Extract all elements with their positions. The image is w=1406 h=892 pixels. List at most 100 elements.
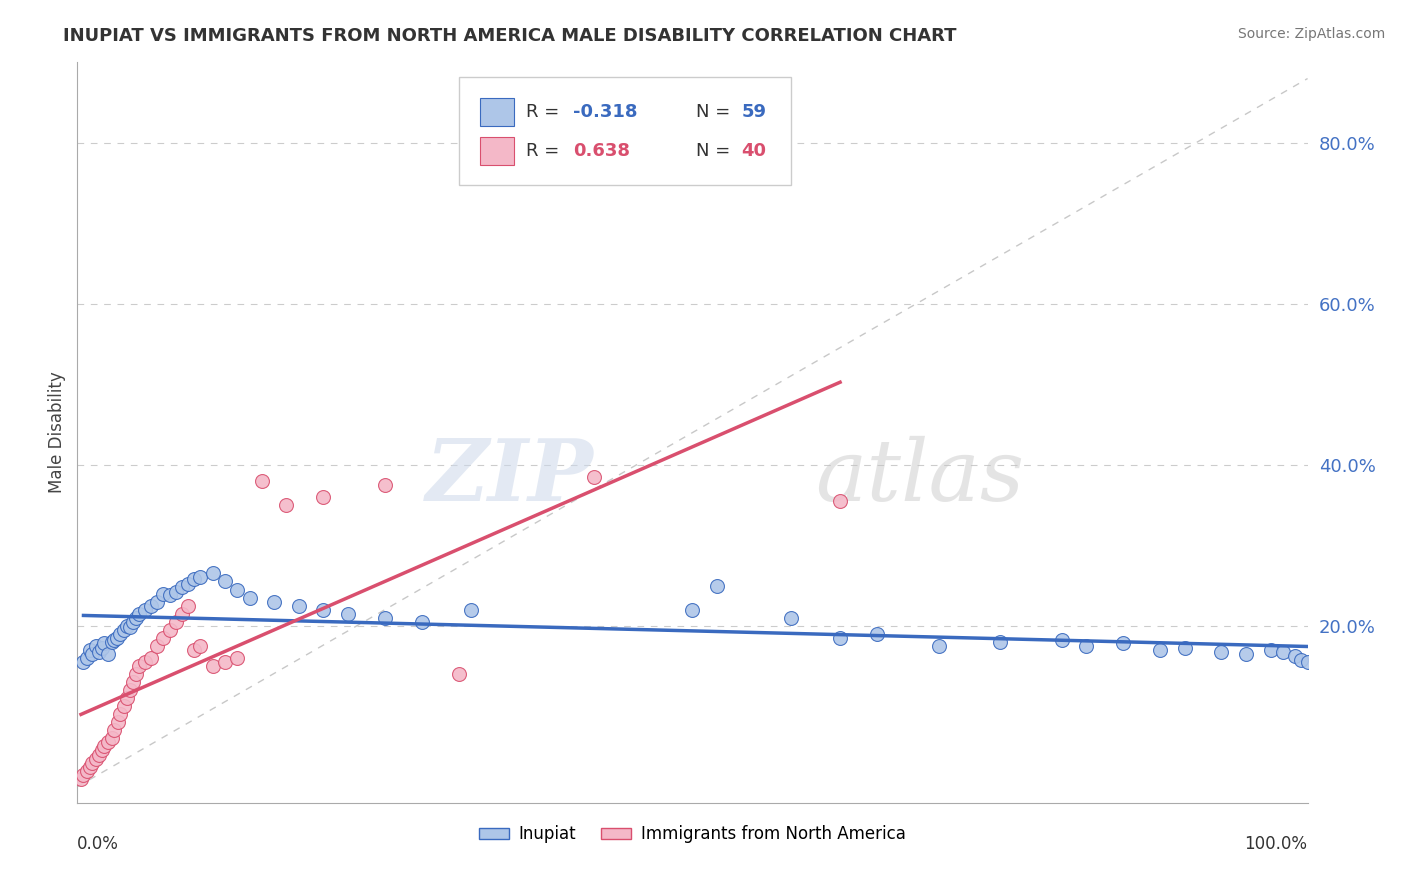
Point <box>110 627 132 641</box>
Point <box>1174 641 1197 656</box>
Point <box>82 756 104 770</box>
Point <box>411 615 433 629</box>
Point <box>141 651 163 665</box>
Point <box>288 599 311 613</box>
Point <box>1050 633 1073 648</box>
Point <box>89 644 111 658</box>
Text: R =: R = <box>526 103 565 121</box>
Point <box>1284 649 1306 664</box>
Point <box>177 577 200 591</box>
Text: Source: ZipAtlas.com: Source: ZipAtlas.com <box>1237 27 1385 41</box>
Point <box>1272 644 1295 658</box>
Text: 0.0%: 0.0% <box>77 835 120 853</box>
Point <box>159 588 181 602</box>
FancyBboxPatch shape <box>458 78 792 185</box>
Point <box>70 772 93 786</box>
Text: INUPIAT VS IMMIGRANTS FROM NORTH AMERICA MALE DISABILITY CORRELATION CHART: INUPIAT VS IMMIGRANTS FROM NORTH AMERICA… <box>63 27 956 45</box>
Point <box>121 675 143 690</box>
Point <box>276 498 298 512</box>
Point <box>128 659 150 673</box>
Point <box>201 659 224 673</box>
Point <box>312 602 335 616</box>
Point <box>170 607 193 621</box>
Text: -0.318: -0.318 <box>574 103 637 121</box>
Point <box>1291 652 1313 666</box>
Point <box>115 691 138 706</box>
Point <box>263 594 285 608</box>
Text: R =: R = <box>526 143 565 161</box>
Y-axis label: Male Disability: Male Disability <box>48 372 66 493</box>
Point <box>93 636 115 650</box>
Point <box>1296 655 1319 669</box>
Point <box>72 767 94 781</box>
Point <box>866 627 889 641</box>
Point <box>121 615 143 629</box>
Point <box>188 570 212 584</box>
Point <box>177 599 200 613</box>
Point <box>1112 636 1135 650</box>
Point <box>165 615 187 629</box>
Text: N =: N = <box>696 103 737 121</box>
Point <box>152 631 174 645</box>
Point <box>214 655 236 669</box>
Point <box>84 751 107 765</box>
Point <box>1234 647 1257 661</box>
Point <box>112 623 135 637</box>
Point <box>76 764 98 778</box>
Point <box>1260 643 1282 657</box>
Point <box>312 490 335 504</box>
Point <box>120 683 142 698</box>
Point <box>141 599 163 613</box>
Point <box>103 633 125 648</box>
Point <box>115 619 138 633</box>
Point <box>226 582 249 597</box>
Point <box>103 723 125 738</box>
Point <box>188 639 212 653</box>
Point <box>928 639 950 653</box>
Point <box>374 610 396 624</box>
Point <box>226 651 249 665</box>
Point <box>107 715 129 730</box>
Point <box>214 574 236 589</box>
Point <box>105 631 128 645</box>
FancyBboxPatch shape <box>479 137 515 165</box>
Point <box>830 494 852 508</box>
Point <box>120 620 142 634</box>
Point <box>460 602 482 616</box>
Point <box>583 470 606 484</box>
Point <box>183 643 205 657</box>
Point <box>90 641 114 656</box>
Point <box>84 639 107 653</box>
Text: 59: 59 <box>742 103 766 121</box>
Point <box>72 655 94 669</box>
Point <box>93 739 115 754</box>
Point <box>90 743 114 757</box>
Point <box>110 707 132 722</box>
Point <box>134 655 156 669</box>
Point <box>112 699 135 714</box>
Point <box>76 651 98 665</box>
Point <box>146 594 169 608</box>
Point <box>134 602 156 616</box>
Point <box>125 667 148 681</box>
Point <box>165 585 187 599</box>
Point <box>183 572 205 586</box>
Point <box>682 602 704 616</box>
Text: 40: 40 <box>742 143 766 161</box>
Point <box>201 566 224 581</box>
Point <box>79 643 101 657</box>
Point <box>97 647 120 661</box>
Point <box>239 591 262 605</box>
Point <box>101 731 124 746</box>
Text: 0.638: 0.638 <box>574 143 630 161</box>
Point <box>152 586 174 600</box>
Text: atlas: atlas <box>815 435 1025 518</box>
Point <box>1076 639 1098 653</box>
Point <box>780 610 803 624</box>
Point <box>1149 643 1171 657</box>
Point <box>988 635 1011 649</box>
Point <box>159 623 181 637</box>
Point <box>82 647 104 661</box>
Point <box>250 474 273 488</box>
Point <box>97 735 120 749</box>
